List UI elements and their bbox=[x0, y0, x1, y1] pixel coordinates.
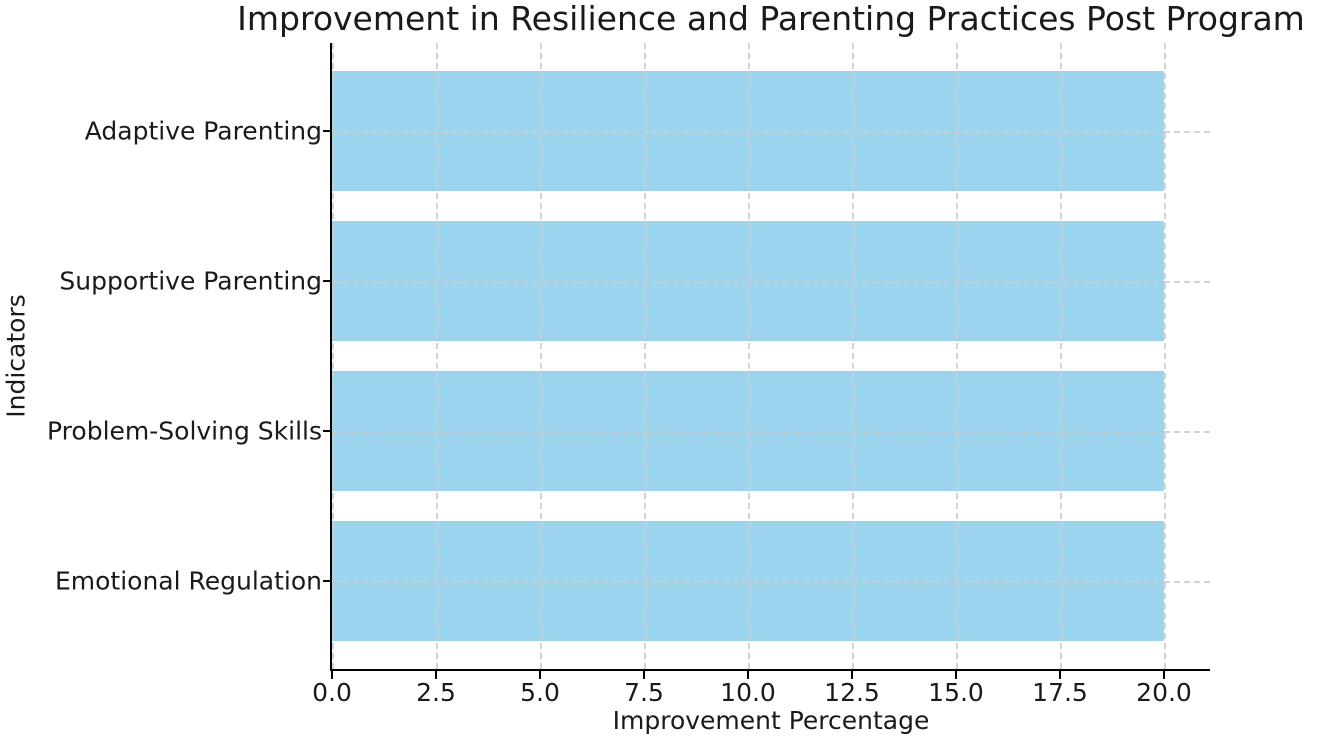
gridline-vertical bbox=[1164, 43, 1167, 669]
y-axis-label: Indicators bbox=[1, 294, 31, 418]
category-label: Emotional Regulation bbox=[54, 566, 322, 596]
x-tick-label: 17.5 bbox=[1032, 678, 1088, 707]
gridline-vertical bbox=[644, 43, 647, 669]
gridline-vertical bbox=[956, 43, 959, 669]
x-tick-label: 2.5 bbox=[416, 678, 456, 707]
x-tick-mark bbox=[747, 670, 749, 679]
x-axis-label: Improvement Percentage bbox=[612, 706, 930, 735]
y-axis-spine bbox=[330, 43, 332, 671]
x-tick-mark bbox=[1059, 670, 1061, 679]
y-tick-mark bbox=[323, 130, 332, 132]
gridline-vertical bbox=[748, 43, 751, 669]
gridline-vertical bbox=[436, 43, 439, 669]
x-tick-label: 20.0 bbox=[1136, 678, 1192, 707]
x-tick-mark bbox=[539, 670, 541, 679]
x-tick-mark bbox=[643, 670, 645, 679]
y-tick-mark bbox=[323, 430, 332, 432]
category-label: Adaptive Parenting bbox=[84, 116, 322, 146]
gridline-vertical bbox=[540, 43, 543, 669]
bar-adaptive-parenting bbox=[332, 71, 1164, 191]
x-tick-label: 10.0 bbox=[720, 678, 776, 707]
x-tick-label: 15.0 bbox=[928, 678, 984, 707]
category-label: Problem-Solving Skills bbox=[47, 416, 322, 446]
gridline-horizontal bbox=[332, 131, 1210, 134]
gridline-horizontal bbox=[332, 281, 1210, 284]
x-tick-label: 5.0 bbox=[520, 678, 560, 707]
gridline-vertical bbox=[1060, 43, 1063, 669]
gridline-vertical bbox=[332, 43, 334, 669]
x-tick-mark bbox=[955, 670, 957, 679]
gridline-vertical bbox=[852, 43, 855, 669]
gridline-horizontal bbox=[332, 580, 1210, 583]
x-axis-spine bbox=[330, 669, 1210, 671]
x-tick-mark bbox=[331, 670, 333, 679]
x-tick-label: 7.5 bbox=[624, 678, 664, 707]
x-tick-mark bbox=[435, 670, 437, 679]
x-tick-label: 0.0 bbox=[312, 678, 352, 707]
gridline-horizontal bbox=[332, 430, 1210, 433]
chart-title: Improvement in Resilience and Parenting … bbox=[237, 0, 1305, 38]
y-tick-mark bbox=[323, 580, 332, 582]
plot-area bbox=[332, 43, 1210, 669]
x-tick-mark bbox=[851, 670, 853, 679]
bar-supportive-parenting bbox=[332, 221, 1164, 341]
y-tick-mark bbox=[323, 280, 332, 282]
x-tick-label: 12.5 bbox=[824, 678, 880, 707]
category-label: Supportive Parenting bbox=[59, 266, 322, 296]
x-tick-mark bbox=[1163, 670, 1165, 679]
